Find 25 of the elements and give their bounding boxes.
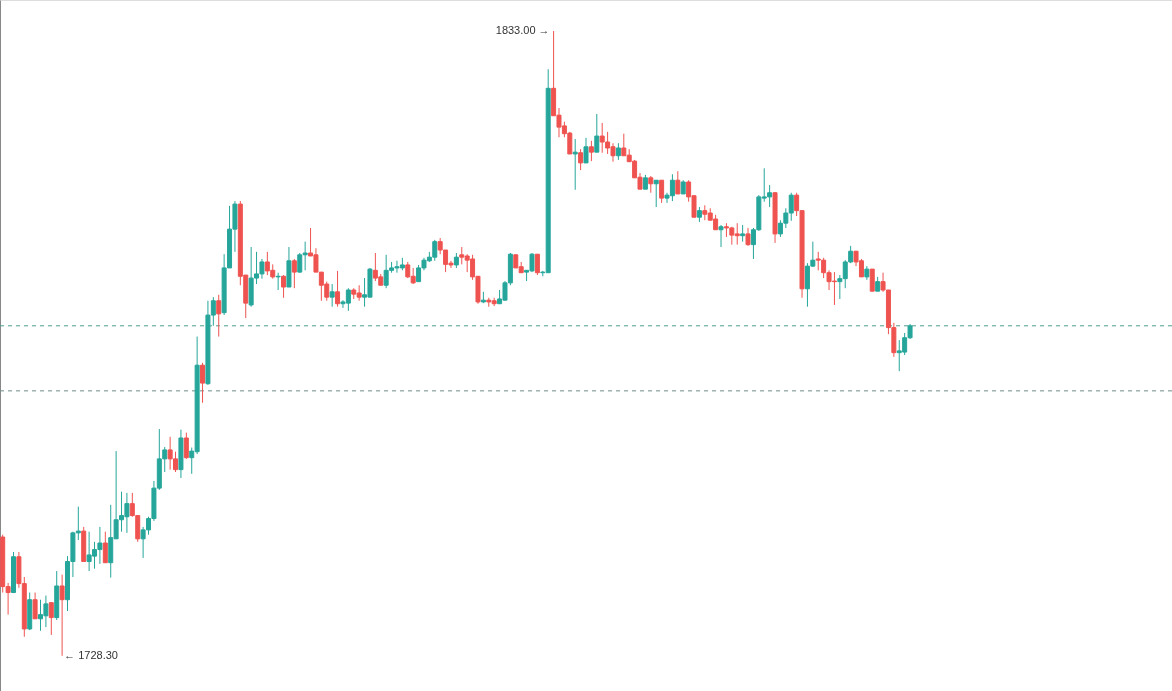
candlestick (281, 274, 287, 299)
candlestick (200, 362, 206, 404)
candlestick (578, 148, 584, 171)
candlestick (572, 138, 578, 191)
candlestick (329, 283, 335, 308)
candlestick (102, 531, 108, 564)
candlestick (48, 601, 54, 636)
candlestick (869, 268, 875, 292)
candlestick (216, 294, 222, 338)
candlestick (32, 592, 38, 620)
candlestick (183, 432, 189, 460)
candlestick (59, 574, 65, 657)
annotation: 1833.00 → (495, 24, 550, 37)
candlestick (659, 179, 665, 204)
candlestick (275, 272, 281, 291)
annotation: ← 1728.30 (64, 648, 118, 661)
candlestick (653, 179, 659, 208)
candlestick (718, 224, 724, 248)
candlestick (335, 270, 341, 308)
candlestick (594, 113, 600, 153)
candlestick (534, 253, 540, 276)
candlestick (675, 170, 681, 195)
candlestick (291, 258, 297, 289)
candlestick (588, 140, 594, 162)
candlestick (583, 137, 589, 164)
